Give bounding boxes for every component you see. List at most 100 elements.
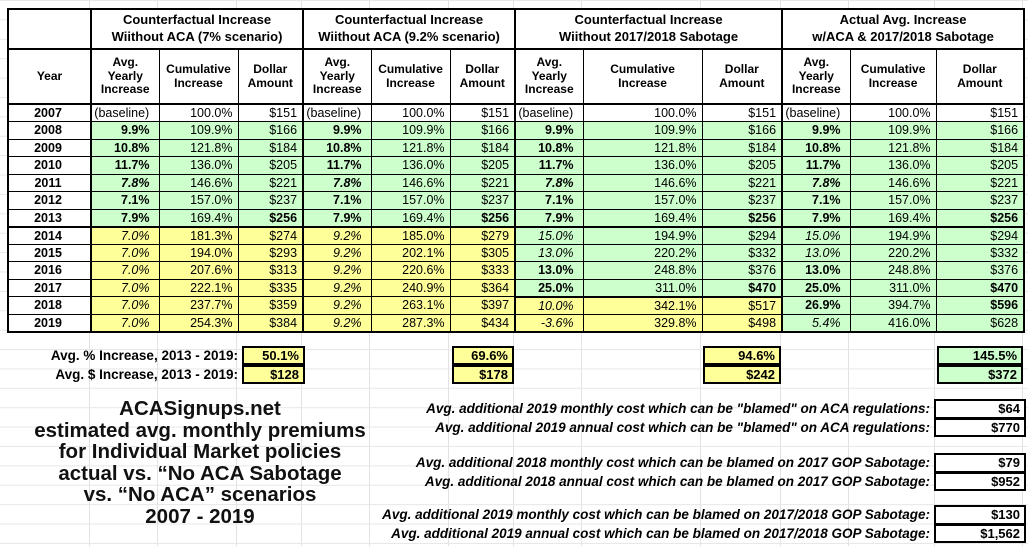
table-cell[interactable]: 13.0%	[781, 243, 851, 262]
annotation-value-box[interactable]: $1,562	[934, 523, 1026, 543]
year-cell[interactable]: 2016	[7, 261, 92, 280]
table-cell[interactable]: 7.1%	[781, 191, 851, 210]
table-cell[interactable]: $628	[935, 313, 1026, 333]
table-cell[interactable]: 7.9%	[781, 208, 851, 228]
table-cell[interactable]: $151	[701, 103, 784, 122]
table-cell[interactable]: 7.0%	[90, 243, 160, 262]
table-cell[interactable]: $364	[449, 278, 517, 297]
col-header[interactable]: Cumulative Increase	[158, 48, 239, 105]
table-cell[interactable]: 10.8%	[781, 138, 851, 157]
table-cell[interactable]: 7.1%	[90, 191, 160, 210]
table-cell[interactable]: $166	[935, 121, 1026, 140]
table-cell[interactable]: 7.8%	[514, 173, 584, 192]
summary-label[interactable]: Avg. $ Increase, 2013 - 2019:	[55, 366, 238, 382]
table-cell[interactable]: 185.0%	[370, 226, 451, 245]
table-cell[interactable]: 311.0%	[849, 278, 937, 297]
col-header[interactable]: Cumulative Increase	[849, 48, 937, 105]
table-cell[interactable]: 194.9%	[849, 226, 937, 245]
table-cell[interactable]: $184	[701, 138, 784, 157]
col-header[interactable]: Avg. Yearly Increase	[781, 48, 851, 105]
table-cell[interactable]: 146.6%	[370, 173, 451, 192]
table-cell[interactable]: $359	[237, 296, 305, 315]
year-cell[interactable]: 2011	[7, 173, 92, 192]
col-header[interactable]: Dollar Amount	[935, 48, 1026, 105]
summary-value-box[interactable]: $372	[937, 364, 1023, 384]
group-header-2[interactable]: Counterfactual Increase Wiithout 2017/201…	[514, 8, 784, 50]
table-cell[interactable]: $237	[237, 191, 305, 210]
table-cell[interactable]: $205	[449, 156, 517, 175]
table-cell[interactable]: 7.8%	[90, 173, 160, 192]
group-header-0[interactable]: Counterfactual Increase Wiithout ACA (7% …	[89, 8, 305, 50]
table-cell[interactable]: (baseline)	[781, 103, 851, 122]
table-cell[interactable]: $294	[701, 226, 784, 245]
table-cell[interactable]: $293	[237, 243, 305, 262]
col-header[interactable]: Cumulative Increase	[582, 48, 703, 105]
table-cell[interactable]: 11.7%	[90, 156, 160, 175]
table-cell[interactable]: 9.9%	[514, 121, 584, 140]
table-cell[interactable]: 237.7%	[158, 296, 239, 315]
table-cell[interactable]: (baseline)	[302, 103, 372, 122]
year-cell[interactable]: 2012	[7, 191, 92, 210]
table-cell[interactable]: $237	[701, 191, 784, 210]
table-cell[interactable]: $384	[237, 313, 305, 333]
table-cell[interactable]: $205	[935, 156, 1026, 175]
table-cell[interactable]: $498	[701, 313, 784, 333]
table-cell[interactable]: 146.6%	[582, 173, 703, 192]
table-cell[interactable]: $221	[237, 173, 305, 192]
table-cell[interactable]: 11.7%	[781, 156, 851, 175]
table-cell[interactable]: 7.1%	[302, 191, 372, 210]
table-cell[interactable]: $274	[237, 226, 305, 245]
table-cell[interactable]: $151	[449, 103, 517, 122]
table-cell[interactable]: $335	[237, 278, 305, 297]
table-cell[interactable]: 222.1%	[158, 278, 239, 297]
table-cell[interactable]: $470	[701, 278, 784, 298]
annotation-value-box[interactable]: $130	[934, 505, 1026, 525]
table-cell[interactable]: $596	[935, 296, 1026, 315]
table-cell[interactable]: 7.0%	[90, 296, 160, 315]
table-cell[interactable]: 169.4%	[582, 208, 703, 228]
table-cell[interactable]: -3.6%	[514, 313, 584, 333]
summary-label[interactable]: Avg. % Increase, 2013 - 2019:	[50, 347, 238, 363]
table-cell[interactable]: 7.8%	[781, 173, 851, 192]
table-cell[interactable]: 202.1%	[370, 243, 451, 262]
table-cell[interactable]: $517	[701, 296, 784, 315]
table-cell[interactable]: $256	[449, 208, 517, 228]
table-cell[interactable]: $221	[449, 173, 517, 192]
summary-value-box[interactable]: $178	[452, 364, 514, 384]
table-cell[interactable]: 121.8%	[849, 138, 937, 157]
summary-value-box[interactable]: $242	[703, 364, 781, 384]
table-cell[interactable]: $166	[237, 121, 305, 140]
table-cell[interactable]: 100.0%	[370, 103, 451, 122]
table-cell[interactable]: 9.2%	[302, 243, 372, 262]
table-cell[interactable]: $313	[237, 261, 305, 280]
table-cell[interactable]: 157.0%	[582, 191, 703, 210]
table-cell[interactable]: $184	[237, 138, 305, 157]
table-cell[interactable]: 7.0%	[90, 278, 160, 297]
summary-value-box[interactable]: $128	[242, 364, 305, 384]
table-cell[interactable]: $205	[237, 156, 305, 175]
table-cell[interactable]: $151	[935, 103, 1026, 122]
table-cell[interactable]: 25.0%	[781, 278, 851, 297]
annotation-value-box[interactable]: $79	[934, 453, 1026, 473]
table-cell[interactable]: $332	[935, 243, 1026, 262]
col-header[interactable]: Avg. Yearly Increase	[514, 48, 584, 105]
table-cell[interactable]: 10.8%	[514, 138, 584, 157]
summary-value-box[interactable]: 145.5%	[937, 345, 1023, 365]
col-header[interactable]: Cumulative Increase	[370, 48, 451, 105]
col-header[interactable]: Dollar Amount	[701, 48, 784, 105]
table-cell[interactable]: 9.9%	[302, 121, 372, 140]
table-cell[interactable]: 13.0%	[781, 261, 851, 280]
table-cell[interactable]: 25.0%	[514, 278, 584, 298]
table-cell[interactable]: $166	[701, 121, 784, 140]
table-cell[interactable]: (baseline)	[514, 103, 584, 122]
table-cell[interactable]: $376	[701, 261, 784, 280]
annotation-value-box[interactable]: $770	[934, 417, 1026, 437]
table-cell[interactable]: 13.0%	[514, 243, 584, 262]
table-cell[interactable]: 109.9%	[849, 121, 937, 140]
table-cell[interactable]: 9.9%	[781, 121, 851, 140]
table-cell[interactable]: 7.9%	[302, 208, 372, 228]
table-cell[interactable]: 121.8%	[582, 138, 703, 157]
table-cell[interactable]: 136.0%	[849, 156, 937, 175]
table-cell[interactable]: 9.2%	[302, 226, 372, 245]
table-cell[interactable]: 7.8%	[302, 173, 372, 192]
